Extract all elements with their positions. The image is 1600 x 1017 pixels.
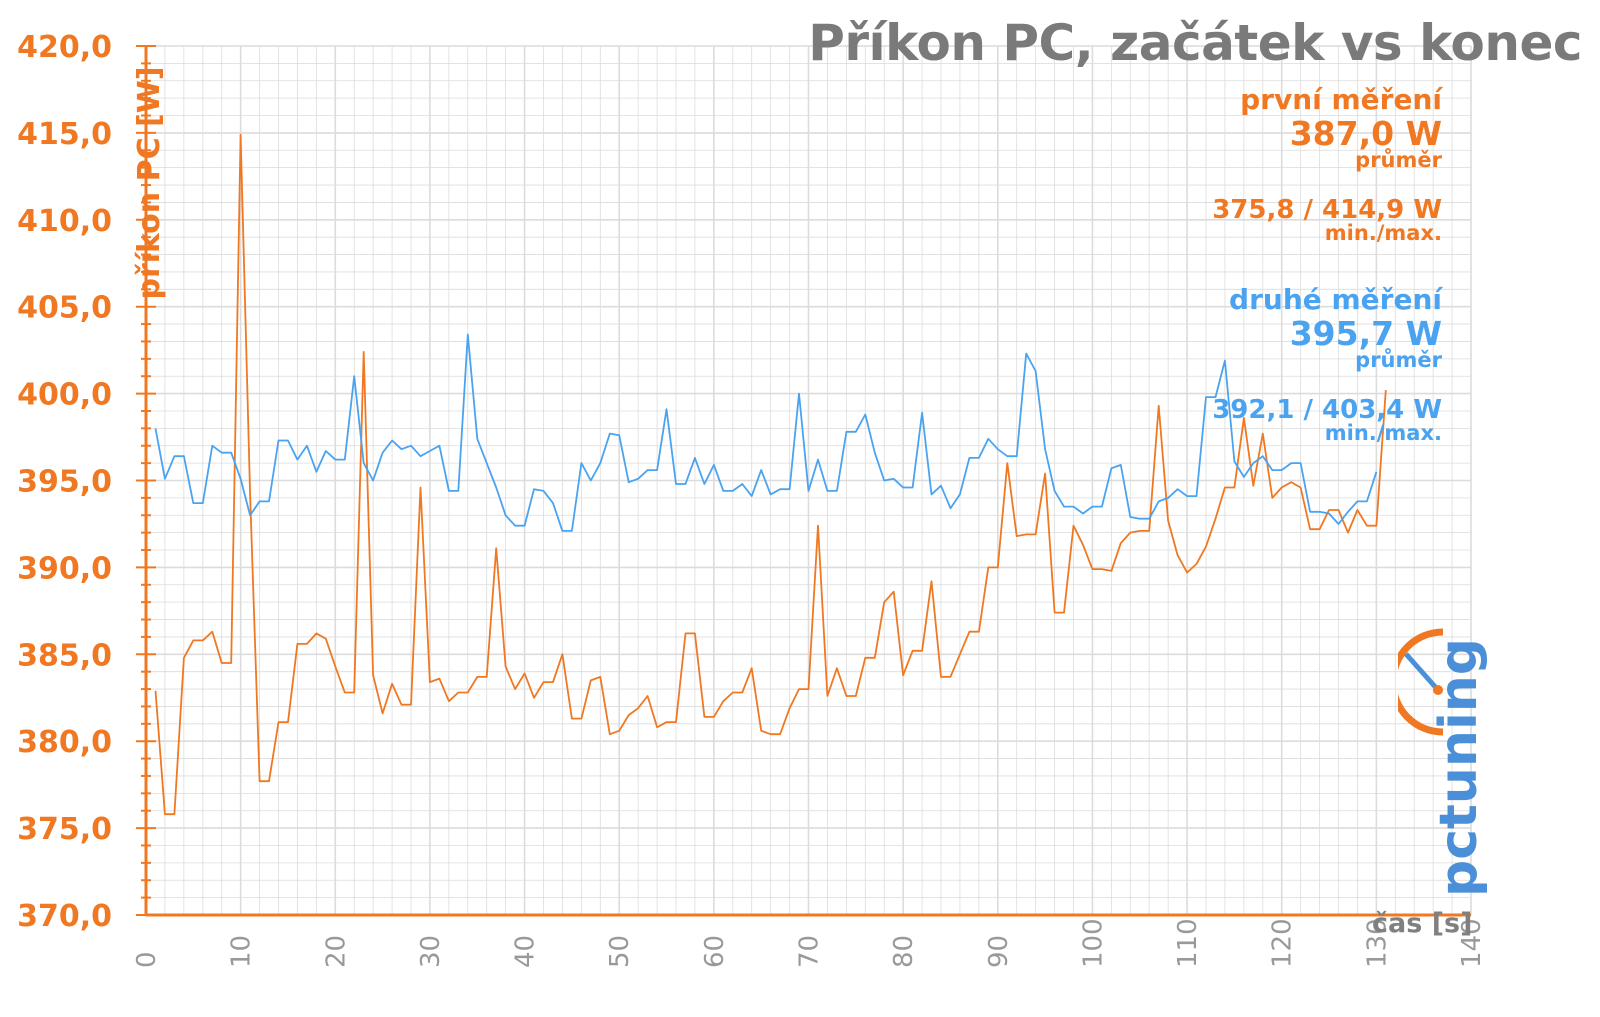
legend-second: druhé měření 395,7 W průměr 392,1 / 403,… <box>1212 286 1442 444</box>
y-tick-label: 415,0 <box>17 117 112 152</box>
legend-first-avg-label: průměr <box>1355 148 1442 172</box>
y-axis-label: příkon PC [W] <box>132 66 167 299</box>
x-tick-label: 70 <box>795 935 825 968</box>
x-tick-label: 40 <box>511 935 541 968</box>
legend-second-avg: 395,7 W <box>1289 314 1442 353</box>
logo-gauge-needle-icon <box>1404 652 1440 692</box>
x-tick-label: 90 <box>984 935 1014 968</box>
chart-tick-labels: 370,0 375,0 380,0 385,0 390,0 395,0 400,0 405,0… <box>17 30 1487 968</box>
legend-second-name: druhé měření <box>1229 283 1442 316</box>
x-tick-label: 0 <box>132 951 162 968</box>
y-tick-label: 390,0 <box>17 551 112 586</box>
chart-axes <box>136 45 1471 917</box>
x-axis-label: čas [s] <box>1372 908 1472 939</box>
series-line-2 <box>154 333 1378 532</box>
x-tick-label: 50 <box>605 935 635 968</box>
legend-first-minmax: 375,8 / 414,9 W <box>1212 195 1442 225</box>
legend-second-minmax: 392,1 / 403,4 W <box>1212 395 1442 425</box>
x-tick-label: 30 <box>416 935 446 968</box>
legend-first-avg: 387,0 W <box>1289 114 1442 153</box>
series-line-1 <box>154 133 1387 816</box>
x-tick-label: 20 <box>321 935 351 968</box>
x-tick-label: 80 <box>889 935 919 968</box>
x-tick-label: 100 <box>1078 918 1108 968</box>
logo-gauge-center-icon <box>1433 685 1443 695</box>
y-tick-label: 400,0 <box>17 378 112 413</box>
y-tick-label: 405,0 <box>17 291 112 326</box>
legend-second-minmax-label: min./max. <box>1324 421 1442 445</box>
y-tick-label: 370,0 <box>17 899 112 934</box>
x-tick-label: 140 <box>1457 918 1487 968</box>
x-tick-label: 10 <box>227 935 257 968</box>
logo-wordmark: pctuning <box>1429 638 1489 897</box>
x-tick-label: 110 <box>1173 918 1203 968</box>
x-tick-label: 60 <box>700 935 730 968</box>
logo-gauge-arc-icon <box>1398 628 1444 736</box>
pctuning-logo: pctuning <box>1398 628 1489 897</box>
y-tick-label: 410,0 <box>17 204 112 239</box>
chart-grid <box>145 45 1472 916</box>
legend-first: první měření 387,0 W průměr 375,8 / 414,… <box>1212 86 1442 244</box>
y-tick-label: 420,0 <box>17 30 112 65</box>
y-tick-label: 380,0 <box>17 725 112 760</box>
legend-second-avg-label: průměr <box>1355 348 1442 372</box>
y-tick-label: 395,0 <box>17 465 112 500</box>
y-tick-label: 375,0 <box>17 812 112 847</box>
x-tick-label: 120 <box>1268 918 1298 968</box>
legend-first-name: první měření <box>1240 83 1442 116</box>
legend-first-minmax-label: min./max. <box>1324 221 1442 245</box>
chart-title: Příkon PC, začátek vs konec <box>808 14 1582 72</box>
y-tick-label: 385,0 <box>17 638 112 673</box>
x-tick-label: 130 <box>1362 918 1392 968</box>
chart-series <box>154 133 1387 816</box>
